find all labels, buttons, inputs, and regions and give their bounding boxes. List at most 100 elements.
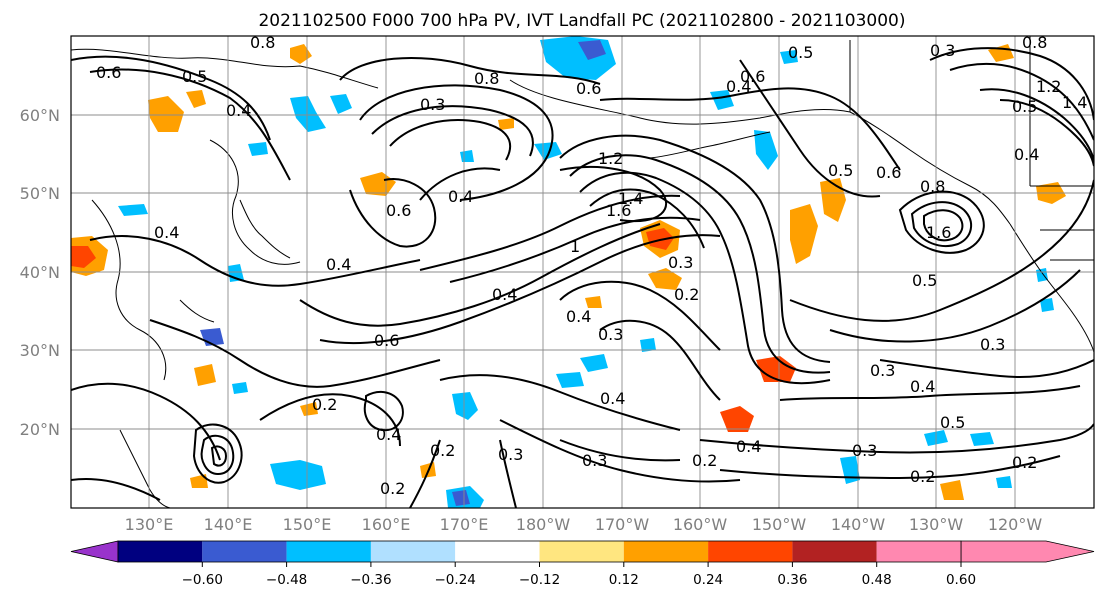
contour-label: 0.3 bbox=[420, 95, 445, 114]
lon-label: 180°W bbox=[516, 515, 571, 534]
colorbar-min-extend bbox=[70, 540, 119, 563]
map-area: 0.8 0.6 0.5 0.3 0.8 0.6 0.6 0.4 0.5 0.8 … bbox=[71, 33, 1094, 508]
contour-label: 0.2 bbox=[910, 467, 935, 486]
contour-label: 0.4 bbox=[910, 377, 935, 396]
lat-label: 40°N bbox=[20, 263, 60, 282]
colorbar-tick-label: −0.24 bbox=[435, 572, 476, 588]
lon-label: 130°W bbox=[909, 515, 964, 534]
lon-label: 160°E bbox=[362, 515, 411, 534]
lon-label: 160°W bbox=[673, 515, 728, 534]
colorbar-bin bbox=[118, 541, 203, 562]
ivt-contours bbox=[71, 47, 1094, 508]
map-frame bbox=[70, 35, 1095, 509]
contour-label: 1 bbox=[570, 237, 580, 256]
contour-label: 0.5 bbox=[940, 413, 965, 432]
contour-label: 0.4 bbox=[736, 437, 761, 456]
contour-label: 0.3 bbox=[852, 441, 877, 460]
contour-label: 0.3 bbox=[930, 41, 955, 60]
contour-label: 0.2 bbox=[1012, 453, 1037, 472]
contour-label: 0.6 bbox=[386, 201, 411, 220]
contour-label: 0.5 bbox=[1012, 97, 1037, 116]
contour-label: 0.2 bbox=[380, 479, 405, 498]
contour-label: 0.5 bbox=[788, 43, 813, 62]
colorbar-bin bbox=[370, 541, 456, 562]
contour-label: 1.2 bbox=[1036, 77, 1061, 96]
contour-label: 0.4 bbox=[326, 255, 351, 274]
contour-label: 0.8 bbox=[920, 177, 945, 196]
lat-label: 50°N bbox=[20, 184, 60, 203]
contour-label: 0.6 bbox=[876, 163, 901, 182]
colorbar-bin bbox=[792, 541, 877, 562]
lat-label: 20°N bbox=[20, 420, 60, 439]
colorbar-bin bbox=[286, 541, 371, 562]
colorbar-tick-label: 0.24 bbox=[693, 572, 723, 588]
colorbar-bin bbox=[539, 541, 624, 562]
contour-label: 0.4 bbox=[492, 285, 517, 304]
lon-label: 150°W bbox=[752, 515, 807, 534]
contour-label: 0.3 bbox=[870, 361, 895, 380]
contour-label: 0.4 bbox=[566, 307, 591, 326]
contour-label: 0.5 bbox=[828, 161, 853, 180]
lon-label: 140°W bbox=[831, 515, 886, 534]
lon-label: 120°W bbox=[988, 515, 1043, 534]
lon-label: 140°E bbox=[204, 515, 253, 534]
colorbar-tick-label: −0.36 bbox=[350, 572, 391, 588]
lon-label: 170°E bbox=[440, 515, 489, 534]
contour-label: 0.8 bbox=[1022, 33, 1047, 52]
contour-label: 0.3 bbox=[582, 451, 607, 470]
contour-label: 0.5 bbox=[912, 271, 937, 290]
map-title: 2021102500 F000 700 hPa PV, IVT Landfall… bbox=[258, 11, 905, 31]
colorbar-bin bbox=[708, 541, 793, 562]
lat-label: 60°N bbox=[20, 106, 60, 125]
colorbar-tick-label: 0.12 bbox=[609, 572, 639, 588]
colorbar-bin bbox=[202, 541, 287, 562]
contour-label: 0.4 bbox=[154, 223, 179, 242]
colorbar-max-extend bbox=[960, 540, 1095, 563]
contour-label: 0.2 bbox=[692, 451, 717, 470]
colorbar-bin bbox=[623, 541, 709, 562]
colorbar-bin bbox=[455, 541, 540, 562]
contour-label: 0.3 bbox=[498, 445, 523, 464]
contour-label: 0.4 bbox=[726, 77, 751, 96]
contour-label: 1.4 bbox=[618, 189, 643, 208]
colorbar: −0.60 −0.48 −0.36 −0.24 −0.12 0.12 0.24 … bbox=[70, 540, 1095, 588]
lat-label: 30°N bbox=[20, 341, 60, 360]
colorbar-tick-label: 0.48 bbox=[862, 572, 892, 588]
graticule bbox=[71, 36, 1094, 508]
contour-label: 0.2 bbox=[312, 395, 337, 414]
contour-label: 0.4 bbox=[376, 425, 401, 444]
lon-label: 170°W bbox=[595, 515, 650, 534]
colorbar-bin bbox=[876, 541, 961, 562]
contour-label: 0.3 bbox=[980, 335, 1005, 354]
lon-label: 130°E bbox=[125, 515, 174, 534]
contour-label: 0.4 bbox=[448, 187, 473, 206]
contour-label: 0.3 bbox=[598, 325, 623, 344]
contour-label: 0.8 bbox=[474, 69, 499, 88]
contour-label: 1.6 bbox=[606, 201, 631, 220]
contour-label: 0.6 bbox=[740, 67, 765, 86]
contour-label: 1.6 bbox=[926, 223, 951, 242]
contour-label: 0.2 bbox=[430, 441, 455, 460]
contour-label: 1.2 bbox=[598, 149, 623, 168]
contour-label: 0.3 bbox=[668, 253, 693, 272]
contour-label: 0.6 bbox=[374, 331, 399, 350]
contour-label: 0.5 bbox=[182, 67, 207, 86]
contour-label: 0.2 bbox=[674, 285, 699, 304]
colorbar-tick-label: −0.12 bbox=[519, 572, 560, 588]
lon-label: 150°E bbox=[283, 515, 332, 534]
contour-label: 0.6 bbox=[96, 63, 121, 82]
pv-shading bbox=[71, 36, 1066, 508]
colorbar-tick-label: 0.60 bbox=[946, 572, 976, 588]
contour-label: 0.6 bbox=[576, 79, 601, 98]
colorbar-tick-label: −0.48 bbox=[266, 572, 307, 588]
contour-label: 0.4 bbox=[1014, 145, 1039, 164]
contour-labels: 0.8 0.6 0.5 0.3 0.8 0.6 0.6 0.4 0.5 0.8 … bbox=[96, 33, 1087, 498]
contour-label: 1.4 bbox=[1062, 93, 1087, 112]
contour-label: 0.4 bbox=[600, 389, 625, 408]
longitude-labels: 130°E 140°E 150°E 160°E 170°E 180°W 170°… bbox=[125, 515, 1043, 534]
latitude-labels: 60°N 50°N 40°N 30°N 20°N bbox=[20, 106, 60, 439]
colorbar-tick-label: 0.36 bbox=[777, 572, 807, 588]
colorbar-ticks bbox=[201, 562, 962, 567]
